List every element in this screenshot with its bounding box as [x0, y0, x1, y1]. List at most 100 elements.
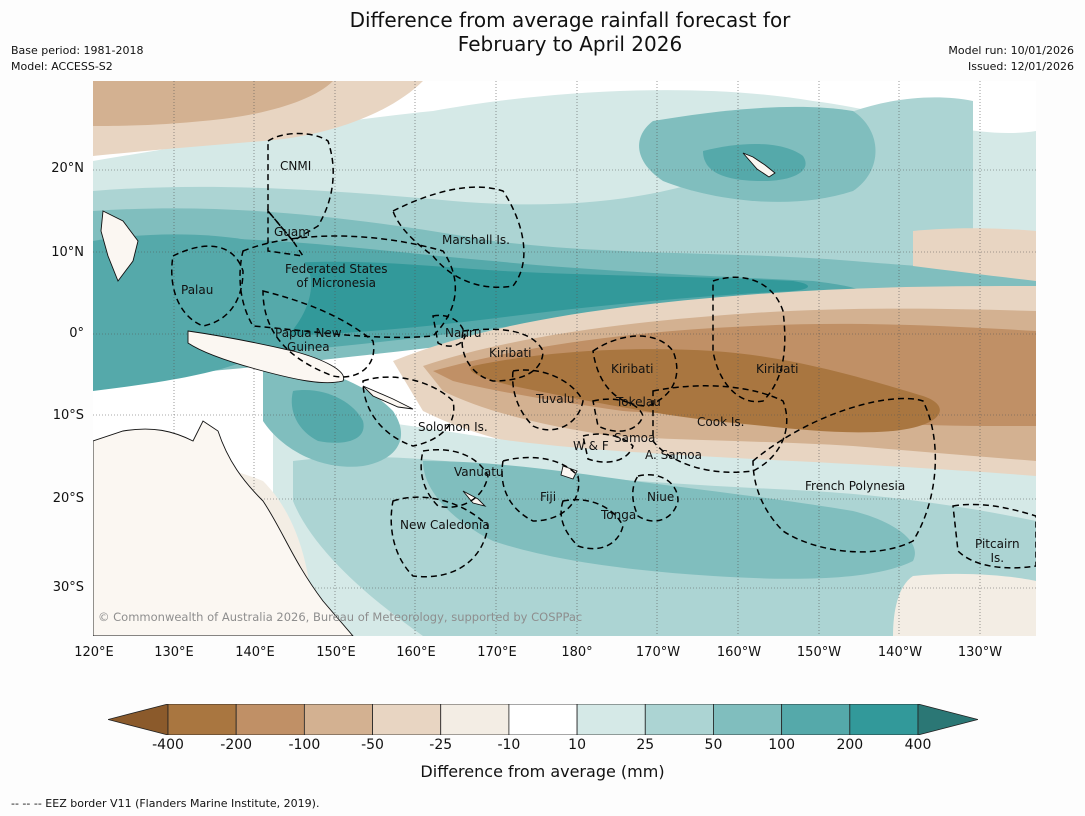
place-wallis-futuna: W & F [573, 439, 609, 453]
colorbar-tick-label: -10 [497, 737, 521, 753]
place-fsm-line1: Federated States [285, 262, 388, 276]
eez-niue [632, 474, 679, 522]
eez-palau [171, 245, 244, 327]
place-kiribati-central: Kiribati [611, 362, 654, 376]
title-line-1: Difference from average rainfall forecas… [349, 8, 791, 32]
copyright-notice: © Commonwealth of Australia 2026, Bureau… [98, 610, 583, 624]
place-kiribati-west: Kiribati [489, 346, 532, 360]
place-niue: Niue [647, 490, 675, 504]
meta-right: Model run: 10/01/2026 Issued: 12/01/2026 [948, 43, 1074, 75]
colorbar-tick-label: 400 [904, 737, 932, 753]
eez-guam [267, 208, 305, 257]
place-fiji: Fiji [540, 490, 557, 504]
colorbar-tick-label: -200 [220, 737, 253, 753]
solomon-islands [362, 385, 414, 410]
eez-png [262, 290, 375, 378]
place-png-line2: Guinea [287, 340, 330, 354]
dry-tongue-core [470, 349, 940, 433]
place-american-samoa: A. Samoa [645, 448, 702, 462]
place-new-caledonia: New Caledonia [400, 518, 490, 532]
eez-nauru [432, 314, 466, 347]
hawaii [742, 152, 776, 178]
eez-samoa [582, 433, 634, 463]
place-cnmi: CNMI [280, 159, 312, 173]
dry-northwest-core [93, 81, 333, 126]
colorbar-bin [372, 704, 442, 735]
australia [93, 420, 354, 636]
colorbar-tick-label: 200 [836, 737, 864, 753]
lon-label-150e: 150°E [316, 645, 356, 660]
lon-label-140w: 140°W [877, 645, 923, 660]
eez-french-polynesia [752, 397, 937, 553]
lon-label-140e: 140°E [235, 645, 275, 660]
colorbar-bin [167, 704, 237, 735]
lat-label-20n: 20°N [51, 161, 84, 176]
colorbar-bin [713, 704, 783, 735]
eez-tuvalu [511, 369, 584, 431]
eez-kiribati-west [461, 328, 544, 382]
colorbar [108, 704, 978, 735]
fiji-islands [560, 465, 578, 480]
lon-label-150w: 150°W [796, 645, 842, 660]
colorbar-tick-label: -25 [429, 737, 453, 753]
colorbar-cells [167, 704, 919, 735]
eez-vanuatu [420, 449, 489, 508]
colorbar-bin [849, 704, 919, 735]
colorbar-bin [508, 704, 578, 735]
lat-label-0: 0° [69, 326, 84, 341]
place-tonga: Tonga [601, 508, 637, 522]
wet-coral-core [291, 390, 364, 443]
colorbar-bin [644, 704, 714, 735]
eez-pitcairn [952, 503, 1036, 569]
eez-new-caledonia [390, 496, 489, 578]
eez-kiribati-central [592, 335, 678, 407]
eez-solomon [362, 376, 455, 447]
eez-cnmi [267, 132, 334, 242]
lon-label-160w: 160°W [716, 645, 762, 660]
place-solomon: Solomon Is. [418, 420, 488, 434]
colorbar-extend-low [108, 704, 169, 735]
lat-label-20s: 20°S [52, 491, 84, 506]
lat-label-10s: 10°S [52, 408, 84, 423]
colorbar-tick-label: 100 [768, 737, 795, 753]
colorbar-bin [576, 704, 646, 735]
rainfall-anomaly-field [93, 81, 1036, 636]
colorbar-tick-label: 10 [568, 737, 586, 753]
place-fsm: Federated States of Micronesia [285, 262, 387, 290]
map-panel [93, 81, 1036, 636]
place-cook: Cook Is. [697, 415, 745, 429]
eez-borders [171, 132, 1036, 578]
colorbar-bin [303, 704, 373, 735]
model-run: Model run: 10/01/2026 [948, 44, 1074, 57]
place-palau: Palau [181, 283, 214, 297]
place-kiribati-east: Kiribati [756, 362, 799, 376]
place-french-polynesia: French Polynesia [805, 479, 906, 493]
lat-label-10n: 10°N [51, 245, 84, 260]
place-pitcairn-line1: Pitcairn [975, 537, 1020, 551]
place-tokelau: Tokelau [616, 395, 661, 409]
eez-marshall [392, 186, 525, 288]
dry-southeast [893, 573, 1036, 636]
colorbar-tick-label: -100 [288, 737, 321, 753]
eez-kiribati-east [712, 276, 786, 403]
lon-label-170w: 170°W [635, 645, 681, 660]
place-samoa: Samoa [614, 431, 656, 445]
lon-label-130e: 130°E [154, 645, 194, 660]
meta-left: Base period: 1981-2018 Model: ACCESS-S2 [11, 43, 143, 75]
place-nauru: Nauru [445, 326, 482, 340]
colorbar-tick-label: 50 [704, 737, 723, 753]
place-pitcairn: Pitcairn Is. [975, 537, 1020, 565]
wet-band-peak [253, 261, 808, 336]
place-vanuatu: Vanuatu [454, 465, 504, 479]
place-tuvalu: Tuvalu [536, 392, 575, 406]
colorbar-bin [440, 704, 510, 735]
eez-tonga [560, 499, 624, 550]
lon-label-160e: 160°E [396, 645, 436, 660]
dry-northeast [913, 228, 1036, 281]
issued-date: Issued: 12/01/2026 [967, 60, 1074, 73]
colorbar-tick-label: -400 [152, 737, 184, 753]
landmasses [93, 152, 776, 636]
new-guinea [187, 330, 345, 384]
lon-label-170e: 170°E [477, 645, 517, 660]
lon-label-180: 180° [561, 645, 593, 660]
